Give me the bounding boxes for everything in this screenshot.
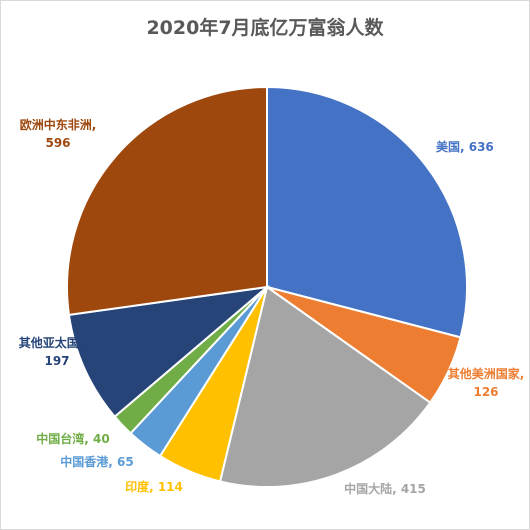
- slice-data-label: 中国大陆, 415: [344, 481, 426, 496]
- pie-slice: [218, 285, 432, 488]
- chart-title: 2020年7月底亿万富翁人数: [146, 17, 384, 39]
- slice-data-label: 中国香港, 65: [60, 454, 133, 469]
- slice-data-label: 其他亚太国家, 197: [19, 335, 96, 368]
- slice-data-label: 中国台湾, 40: [36, 431, 109, 446]
- slice-data-label: 美国, 636: [436, 139, 494, 154]
- slice-data-label: 欧洲中东非洲, 596: [20, 117, 97, 150]
- pie-slice: [67, 285, 271, 419]
- slice-data-label: 其他美洲国家, 126: [448, 366, 525, 399]
- slice-data-label: 印度, 114: [125, 479, 183, 494]
- pie-slice: [266, 85, 468, 339]
- pie-slice: [66, 85, 268, 317]
